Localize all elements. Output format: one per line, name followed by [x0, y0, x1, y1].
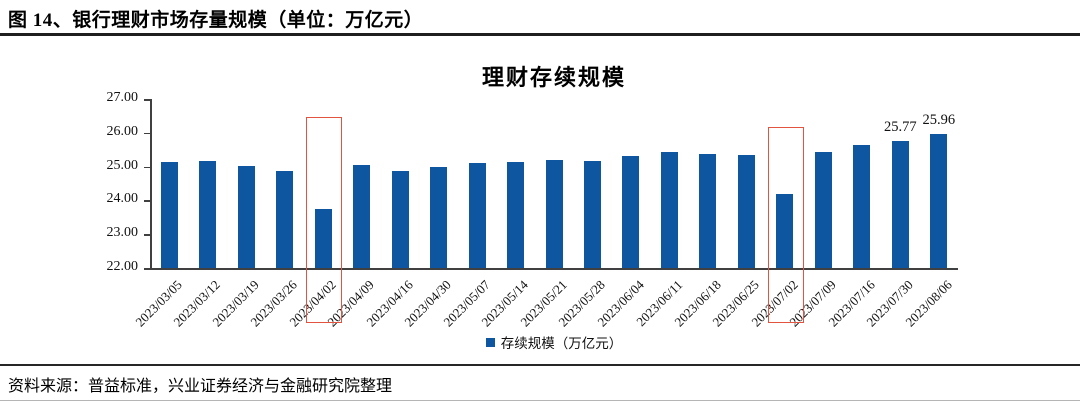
y-tick-label: 24.00	[106, 191, 139, 207]
header-divider	[0, 33, 1080, 36]
wealth-management-balance-chart: 理财存续规模 存续规模（万亿元） 27.00 26.00 25.00 24.00 23.…	[0, 36, 1080, 364]
y-axis	[150, 99, 152, 268]
legend-label: 存续规模（万亿元）	[500, 336, 623, 351]
y-axis-tick	[144, 268, 150, 270]
footer-divider	[0, 364, 1080, 366]
source-note: 资料来源：普益标准，兴业证券经济与金融研究院整理	[8, 378, 393, 395]
bar-2023-06-25	[737, 155, 755, 268]
y-axis-tick	[144, 99, 150, 101]
highlight-box-2023-04-02	[306, 116, 343, 323]
y-tick-label: 23.00	[106, 225, 139, 241]
bar-2023-04-09	[353, 164, 371, 268]
chart-legend: 存续规模（万亿元）	[150, 332, 958, 352]
bar-2023-05-21	[545, 159, 563, 268]
chart-title: 理财存续规模	[481, 65, 626, 90]
bar-2023-08-06	[930, 134, 948, 268]
bar-2023-05-28	[583, 160, 601, 268]
highlight-box-2023-07-02	[767, 127, 804, 323]
y-tick-label: 27.00	[106, 90, 139, 105]
y-axis-tick	[144, 166, 150, 169]
bar-2023-04-02	[314, 209, 332, 268]
bar-2023-04-30	[430, 167, 448, 268]
bar-value-label: 25.96	[922, 112, 956, 129]
bar-2023-03-05	[160, 161, 178, 268]
bar-value-label: 25.77	[883, 118, 917, 135]
bar-2023-04-16	[391, 170, 409, 268]
bar-2023-06-11	[660, 152, 678, 268]
legend-marker-icon	[485, 337, 495, 347]
bar-2023-03-26	[276, 171, 294, 268]
bar-2023-07-09	[814, 152, 832, 268]
x-axis	[150, 268, 958, 270]
bar-2023-03-19	[237, 166, 255, 268]
bar-2023-05-07	[468, 162, 486, 268]
figure-title: 图 14、银行理财市场存量规模（单位：万亿元）	[8, 10, 424, 31]
y-tick-label: 25.00	[106, 157, 139, 173]
y-tick-label: 22.00	[106, 259, 139, 274]
bar-2023-06-18	[699, 153, 717, 268]
bar-2023-07-16	[853, 144, 871, 268]
y-tick-label: 26.00	[106, 123, 139, 139]
bar-2023-06-04	[622, 156, 640, 268]
bar-2023-05-14	[507, 161, 525, 268]
y-axis-tick	[144, 234, 150, 236]
bar-2023-03-12	[199, 160, 217, 268]
bar-2023-07-02	[776, 193, 794, 268]
y-axis-tick	[144, 132, 150, 135]
bar-2023-07-30	[891, 140, 909, 268]
y-axis-tick	[144, 200, 150, 202]
page-bottom-divider	[0, 400, 1080, 401]
